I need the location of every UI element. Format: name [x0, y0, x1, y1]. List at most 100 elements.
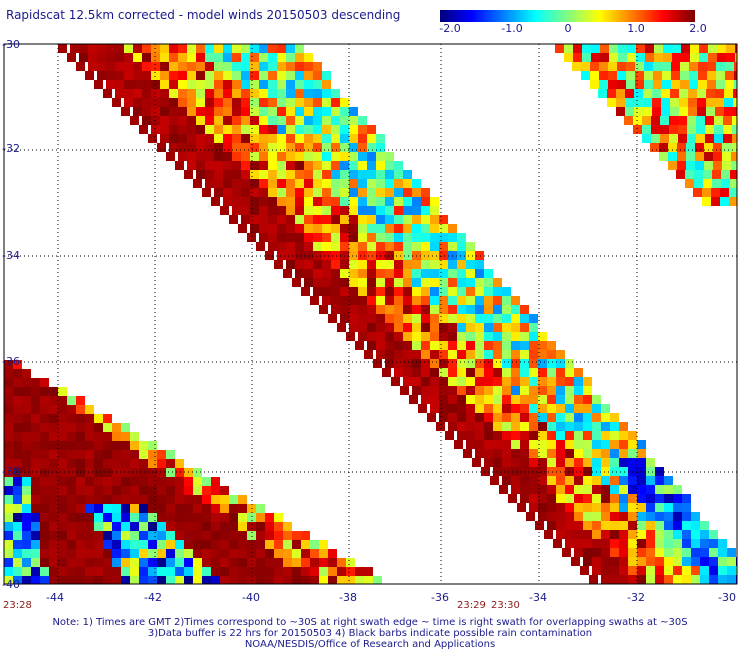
wind-cell: [547, 404, 556, 413]
wind-cell: [726, 44, 735, 53]
wind-cell: [187, 89, 196, 98]
wind-cell: [349, 143, 358, 152]
wind-cell: [457, 431, 466, 440]
wind-cell: [142, 44, 151, 53]
wind-cell: [259, 44, 268, 53]
wind-cell: [520, 458, 529, 467]
wind-cell: [88, 44, 97, 53]
wind-cell: [139, 513, 148, 522]
wind-cell: [349, 134, 358, 143]
wind-cell: [193, 495, 202, 504]
wind-cell: [718, 566, 727, 575]
wind-cell: [655, 494, 664, 503]
wind-cell: [713, 152, 722, 161]
wind-cell: [592, 458, 601, 467]
wind-cell: [76, 432, 85, 441]
wind-cell: [322, 170, 331, 179]
wind-cell: [642, 125, 651, 134]
wind-cell: [349, 287, 358, 296]
wind-cell: [331, 152, 340, 161]
wind-cell: [637, 449, 646, 458]
wind-cell: [211, 558, 220, 567]
wind-cell: [304, 224, 313, 233]
wind-cell: [589, 575, 598, 584]
wind-cell: [538, 332, 547, 341]
wind-cell: [448, 287, 457, 296]
wind-cell: [625, 89, 634, 98]
wind-cell: [31, 441, 40, 450]
wind-cell: [295, 242, 304, 251]
wind-cell: [698, 62, 707, 71]
wind-cell: [58, 486, 67, 495]
wind-cell: [31, 540, 40, 549]
wind-cell: [690, 44, 699, 53]
wind-cell: [421, 368, 430, 377]
wind-cell: [22, 567, 31, 576]
wind-cell: [520, 323, 529, 332]
wind-cell: [76, 486, 85, 495]
wind-cell: [547, 422, 556, 431]
wind-cell: [358, 170, 367, 179]
wind-cell: [385, 251, 394, 260]
wind-cell: [139, 468, 148, 477]
wind-cell: [538, 377, 547, 386]
wind-cell: [85, 441, 94, 450]
wind-cell: [502, 377, 511, 386]
wind-cell: [691, 539, 700, 548]
wind-cell: [220, 495, 229, 504]
wind-cell: [619, 521, 628, 530]
wind-cell: [403, 341, 412, 350]
wind-cell: [259, 206, 268, 215]
wind-cell: [175, 486, 184, 495]
wind-cell: [520, 377, 529, 386]
wind-cell: [340, 296, 349, 305]
wind-cell: [664, 539, 673, 548]
wind-cell: [112, 558, 121, 567]
wind-cell: [139, 558, 148, 567]
wind-cell: [619, 422, 628, 431]
wind-cell: [394, 251, 403, 260]
wind-cell: [49, 387, 58, 396]
wind-cell: [394, 170, 403, 179]
wind-cell: [103, 531, 112, 540]
wind-cell: [448, 377, 457, 386]
wind-cell: [193, 549, 202, 558]
wind-cell: [681, 53, 690, 62]
wind-cell: [193, 531, 202, 540]
wind-cell: [609, 53, 618, 62]
wind-cell: [193, 540, 202, 549]
wind-cell: [304, 143, 313, 152]
wind-cell: [582, 44, 591, 53]
wind-cell: [481, 467, 490, 476]
wind-cell: [655, 557, 664, 566]
wind-cell: [653, 80, 662, 89]
wind-cell: [691, 557, 700, 566]
wind-cell: [662, 80, 671, 89]
wind-cell: [130, 513, 139, 522]
wind-cell: [202, 576, 211, 584]
wind-cell: [211, 495, 220, 504]
wind-cell: [67, 396, 76, 405]
wind-cell: [681, 44, 690, 53]
wind-cell: [421, 188, 430, 197]
wind-cell: [4, 369, 13, 378]
wind-cell: [322, 143, 331, 152]
wind-cell: [403, 332, 412, 341]
wind-cell: [484, 278, 493, 287]
wind-cell: [520, 494, 529, 503]
wind-cell: [13, 567, 22, 576]
wind-cell: [538, 422, 547, 431]
wind-cell: [565, 539, 574, 548]
wind-cell: [394, 206, 403, 215]
wind-cell: [607, 89, 616, 98]
wind-cell: [709, 539, 718, 548]
wind-cell: [49, 459, 58, 468]
wind-cell: [259, 152, 268, 161]
wind-cell: [391, 377, 400, 386]
wind-cell: [367, 170, 376, 179]
wind-cell: [412, 278, 421, 287]
wind-cell: [655, 575, 664, 584]
wind-cell: [157, 540, 166, 549]
wind-cell: [502, 404, 511, 413]
